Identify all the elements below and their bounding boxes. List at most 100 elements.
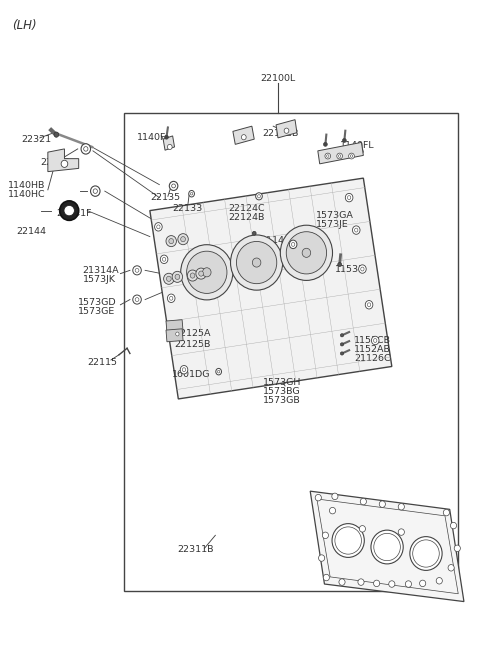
Ellipse shape: [230, 235, 283, 290]
Ellipse shape: [81, 143, 91, 154]
Ellipse shape: [178, 234, 188, 245]
Ellipse shape: [444, 510, 449, 516]
Text: 1573GH: 1573GH: [263, 378, 301, 387]
Polygon shape: [233, 126, 254, 144]
Ellipse shape: [286, 232, 326, 274]
Ellipse shape: [448, 565, 454, 571]
Ellipse shape: [302, 248, 311, 257]
Ellipse shape: [172, 184, 176, 188]
Ellipse shape: [410, 536, 442, 571]
Polygon shape: [166, 329, 183, 342]
Text: 1573GA: 1573GA: [316, 212, 354, 220]
Ellipse shape: [340, 333, 344, 337]
Ellipse shape: [187, 270, 198, 281]
Ellipse shape: [420, 580, 426, 587]
Ellipse shape: [352, 226, 360, 234]
Ellipse shape: [289, 240, 297, 249]
Ellipse shape: [191, 193, 193, 195]
Ellipse shape: [337, 153, 343, 159]
Ellipse shape: [176, 332, 179, 336]
Text: 22114A: 22114A: [254, 236, 291, 245]
Ellipse shape: [169, 296, 173, 300]
Ellipse shape: [332, 493, 338, 500]
Text: 1573GE: 1573GE: [78, 307, 115, 316]
Ellipse shape: [237, 242, 277, 284]
Ellipse shape: [155, 223, 162, 231]
Text: 22124C: 22124C: [228, 204, 265, 213]
Ellipse shape: [166, 236, 177, 247]
Ellipse shape: [180, 245, 233, 300]
Ellipse shape: [157, 225, 160, 229]
Text: 22124B: 22124B: [228, 214, 265, 222]
Ellipse shape: [91, 186, 100, 196]
Ellipse shape: [332, 523, 364, 557]
Text: 21126C: 21126C: [354, 354, 391, 363]
Ellipse shape: [160, 255, 168, 263]
Ellipse shape: [398, 504, 404, 510]
Ellipse shape: [190, 273, 195, 278]
Ellipse shape: [326, 155, 329, 157]
Ellipse shape: [379, 501, 385, 508]
Polygon shape: [163, 136, 175, 150]
Polygon shape: [318, 142, 363, 164]
Polygon shape: [150, 178, 392, 399]
Ellipse shape: [436, 578, 443, 584]
Text: 11533: 11533: [335, 265, 365, 274]
Ellipse shape: [413, 540, 439, 567]
Text: 22133: 22133: [173, 204, 203, 212]
Ellipse shape: [256, 193, 262, 200]
Ellipse shape: [167, 276, 171, 282]
Ellipse shape: [61, 160, 68, 168]
Ellipse shape: [133, 266, 141, 275]
Ellipse shape: [280, 225, 333, 280]
Ellipse shape: [172, 271, 182, 282]
Text: 1140FL: 1140FL: [340, 141, 374, 150]
Ellipse shape: [315, 495, 322, 501]
Text: 1573JE: 1573JE: [316, 220, 348, 229]
Ellipse shape: [329, 508, 336, 514]
Ellipse shape: [174, 329, 181, 338]
Ellipse shape: [367, 303, 371, 307]
Ellipse shape: [319, 555, 324, 561]
Ellipse shape: [450, 522, 456, 529]
Ellipse shape: [348, 153, 354, 159]
Text: 1573GB: 1573GB: [263, 396, 300, 405]
Ellipse shape: [199, 271, 204, 276]
Ellipse shape: [217, 370, 220, 373]
Ellipse shape: [252, 258, 261, 267]
Ellipse shape: [371, 530, 403, 564]
Ellipse shape: [162, 257, 166, 261]
Ellipse shape: [335, 527, 361, 554]
Text: 1152AB: 1152AB: [354, 345, 391, 354]
Ellipse shape: [373, 580, 380, 587]
Text: 1573JK: 1573JK: [83, 275, 116, 284]
Ellipse shape: [454, 545, 460, 552]
Ellipse shape: [324, 142, 327, 146]
Ellipse shape: [84, 147, 88, 151]
Text: 22125B: 22125B: [175, 340, 211, 349]
Ellipse shape: [64, 206, 74, 215]
Ellipse shape: [291, 242, 295, 246]
Text: 22135: 22135: [150, 193, 180, 202]
Text: 22144: 22144: [16, 227, 46, 236]
Text: 22129: 22129: [293, 246, 323, 255]
Ellipse shape: [360, 525, 365, 532]
Ellipse shape: [372, 336, 379, 345]
Ellipse shape: [182, 367, 186, 371]
Ellipse shape: [241, 135, 246, 140]
Text: 22115: 22115: [87, 358, 117, 367]
Ellipse shape: [322, 532, 328, 538]
Ellipse shape: [203, 268, 211, 277]
Ellipse shape: [361, 267, 364, 271]
Ellipse shape: [389, 581, 395, 588]
Ellipse shape: [358, 579, 364, 586]
Ellipse shape: [54, 132, 59, 137]
Ellipse shape: [374, 533, 400, 561]
Ellipse shape: [175, 274, 180, 280]
Ellipse shape: [135, 269, 139, 272]
Text: 1573GD: 1573GD: [78, 298, 116, 307]
Bar: [124, 113, 458, 591]
Ellipse shape: [180, 365, 188, 374]
Text: 1140FL: 1140FL: [137, 133, 171, 141]
Ellipse shape: [164, 273, 174, 284]
